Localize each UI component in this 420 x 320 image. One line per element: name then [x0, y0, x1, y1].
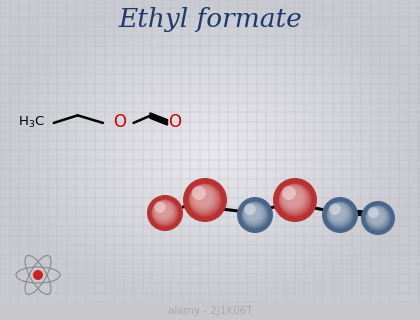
Circle shape [154, 202, 166, 213]
Circle shape [189, 184, 219, 214]
Circle shape [328, 203, 350, 225]
Circle shape [368, 207, 379, 218]
Circle shape [361, 201, 395, 235]
Circle shape [366, 206, 389, 229]
Circle shape [331, 206, 346, 221]
Circle shape [282, 186, 296, 200]
Circle shape [191, 186, 216, 211]
Circle shape [328, 204, 349, 224]
Text: O: O [113, 113, 126, 131]
Circle shape [330, 204, 348, 222]
Circle shape [189, 183, 221, 217]
Circle shape [273, 178, 317, 222]
Circle shape [281, 186, 306, 211]
Circle shape [282, 187, 304, 209]
Circle shape [367, 207, 386, 226]
Circle shape [322, 197, 358, 233]
Text: H$_3$C: H$_3$C [18, 115, 45, 130]
Circle shape [190, 185, 218, 212]
Circle shape [156, 204, 172, 220]
Circle shape [280, 185, 307, 212]
Circle shape [365, 205, 391, 231]
Circle shape [154, 201, 174, 222]
Text: Ethyl formate: Ethyl formate [118, 7, 302, 33]
Circle shape [183, 178, 227, 222]
Circle shape [327, 202, 352, 227]
Circle shape [326, 202, 354, 228]
Circle shape [152, 200, 177, 225]
Circle shape [153, 201, 175, 223]
Circle shape [284, 188, 303, 208]
Circle shape [237, 197, 273, 233]
Circle shape [192, 186, 206, 200]
Circle shape [33, 270, 43, 280]
Circle shape [147, 195, 183, 231]
Circle shape [192, 187, 214, 209]
Circle shape [152, 199, 178, 227]
Circle shape [369, 209, 384, 224]
Circle shape [242, 202, 267, 227]
Text: O: O [168, 113, 181, 131]
Circle shape [241, 202, 268, 228]
Circle shape [329, 204, 341, 215]
Circle shape [244, 204, 262, 222]
Circle shape [244, 204, 256, 215]
Circle shape [244, 204, 264, 224]
Circle shape [278, 183, 312, 217]
Circle shape [243, 203, 265, 225]
Circle shape [194, 188, 213, 208]
Text: alamy - 2J1K06T: alamy - 2J1K06T [168, 306, 252, 316]
Circle shape [279, 184, 310, 214]
Circle shape [155, 203, 173, 220]
Circle shape [366, 206, 388, 228]
Circle shape [368, 208, 385, 225]
Circle shape [246, 206, 262, 221]
